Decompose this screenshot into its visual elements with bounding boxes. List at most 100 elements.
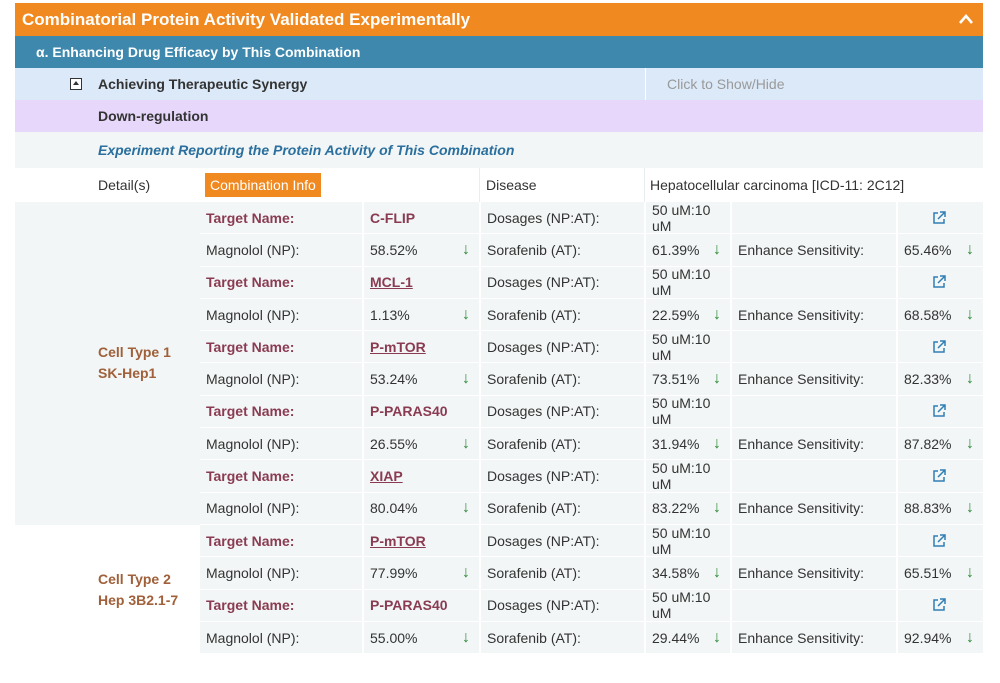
at-label: Sorafenib (AT): (487, 564, 581, 581)
down-arrow-icon: ↓ (966, 499, 974, 517)
enhance-value: 65.46% (904, 241, 952, 258)
target-row: Target Name: MCL-1 Dosages (NP:AT): 50 u… (200, 266, 983, 299)
external-link-icon[interactable] (932, 598, 946, 612)
target-name-label: Target Name: (206, 209, 295, 226)
np-label: Magnolol (NP): (206, 500, 300, 517)
dosage-value: 50 uM:10 uM (652, 395, 711, 428)
regulation-row: Down-regulation (15, 100, 983, 132)
dosage-value: 50 uM:10 uM (652, 266, 711, 299)
down-arrow-icon: ↓ (713, 628, 721, 646)
down-arrow-icon: ↓ (462, 370, 470, 388)
target-name-value[interactable]: MCL-1 (370, 274, 413, 291)
cell-type-name: Cell Type 2 (98, 570, 171, 587)
down-arrow-icon: ↓ (713, 240, 721, 258)
disease-value: Hepatocellular carcinoma [ICD-11: 2C12] (650, 177, 905, 193)
at-label: Sorafenib (AT): (487, 629, 581, 646)
collapse-box-icon[interactable] (70, 78, 82, 90)
experiment-row: Experiment Reporting the Protein Activit… (15, 132, 983, 168)
dosage-value: 50 uM:10 uM (652, 201, 711, 234)
down-arrow-icon: ↓ (462, 434, 470, 452)
down-arrow-icon: ↓ (713, 563, 721, 581)
cell-type-group: Cell Type 1 SK-Hep1 Target Name: C-FLIP D… (15, 202, 983, 525)
at-label: Sorafenib (AT): (487, 435, 581, 452)
details-label: Detail(s) (98, 177, 151, 193)
cell-type-groups: Cell Type 1 SK-Hep1 Target Name: C-FLIP D… (15, 202, 983, 655)
down-arrow-icon: ↓ (966, 563, 974, 581)
dosage-label: Dosages (NP:AT): (487, 338, 600, 355)
activity-row: Magnolol (NP): 77.99% ↓ Sorafenib (AT): 3… (200, 557, 983, 590)
external-link-icon[interactable] (932, 404, 946, 418)
at-value: 31.94% (652, 435, 700, 452)
dosage-value: 50 uM:10 uM (652, 460, 711, 493)
np-value: 80.04% (370, 500, 418, 517)
np-label: Magnolol (NP): (206, 371, 300, 388)
external-link-icon[interactable] (932, 210, 946, 225)
dosage-value: 50 uM:10 uM (652, 330, 711, 363)
dosage-label: Dosages (NP:AT): (487, 274, 600, 291)
synergy-row[interactable]: Achieving Therapeutic Synergy Click to S… (15, 68, 983, 100)
section-title: α. Enhancing Drug Efficacy by This Combi… (36, 44, 361, 60)
np-label: Magnolol (NP): (206, 564, 300, 581)
target-name-value: P-PARAS40 (370, 597, 448, 614)
target-name-value: C-FLIP (370, 209, 416, 226)
external-link-icon[interactable] (932, 275, 946, 289)
np-value: 55.00% (370, 629, 418, 646)
show-hide-toggle[interactable]: Click to Show/Hide (645, 68, 983, 100)
synergy-title: Achieving Therapeutic Synergy (98, 76, 308, 92)
np-value: 53.24% (370, 371, 418, 388)
experiment-title: Experiment Reporting the Protein Activit… (98, 142, 515, 158)
activity-row: Magnolol (NP): 26.55% ↓ Sorafenib (AT): 3… (200, 428, 983, 461)
np-label: Magnolol (NP): (206, 629, 300, 646)
down-arrow-icon: ↓ (966, 628, 974, 646)
target-row: Target Name: P-PARAS40 Dosages (NP:AT): … (200, 589, 983, 622)
enhance-label: Enhance Sensitivity: (738, 564, 865, 581)
dosage-label: Dosages (NP:AT): (487, 468, 600, 485)
target-row: Target Name: C-FLIP Dosages (NP:AT): 50 … (200, 201, 983, 235)
regulation-label: Down-regulation (98, 108, 209, 124)
activity-row: Magnolol (NP): 53.24% ↓ Sorafenib (AT): 7… (200, 363, 983, 396)
down-arrow-icon: ↓ (966, 370, 974, 388)
enhance-label: Enhance Sensitivity: (738, 371, 865, 388)
at-value: 61.39% (652, 241, 700, 258)
at-value: 73.51% (652, 371, 700, 388)
cell-type-label: Cell Type 2 Hep 3B2.1-7 (15, 524, 200, 655)
target-name-value[interactable]: XIAP (370, 468, 403, 485)
down-arrow-icon: ↓ (713, 434, 721, 452)
dosage-label: Dosages (NP:AT): (487, 532, 600, 549)
target-name-label: Target Name: (206, 338, 295, 355)
divider (644, 168, 645, 202)
target-name-label: Target Name: (206, 468, 295, 485)
target-name-value[interactable]: P-mTOR (370, 338, 426, 355)
enhance-value: 87.82% (904, 435, 952, 452)
target-name-value[interactable]: P-mTOR (370, 532, 426, 549)
external-link-icon[interactable] (932, 340, 946, 354)
np-label: Magnolol (NP): (206, 241, 300, 258)
at-label: Sorafenib (AT): (487, 500, 581, 517)
combination-info-button[interactable]: Combination Info (205, 173, 321, 197)
chevron-up-icon[interactable] (956, 9, 976, 30)
enhance-value: 82.33% (904, 371, 952, 388)
target-name-label: Target Name: (206, 532, 295, 549)
target-grid: Target Name: C-FLIP Dosages (NP:AT): 50 … (200, 202, 983, 525)
activity-row: Magnolol (NP): 1.13% ↓ Sorafenib (AT): 22… (200, 298, 983, 332)
at-value: 29.44% (652, 629, 700, 646)
down-arrow-icon: ↓ (462, 628, 470, 646)
target-name-label: Target Name: (206, 403, 295, 420)
np-value: 58.52% (370, 241, 418, 258)
enhance-label: Enhance Sensitivity: (738, 241, 865, 258)
external-link-icon[interactable] (932, 533, 946, 548)
down-arrow-icon: ↓ (713, 370, 721, 388)
dosage-label: Dosages (NP:AT): (487, 403, 600, 420)
enhance-value: 88.83% (904, 500, 952, 517)
target-row: Target Name: P-PARAS40 Dosages (NP:AT): … (200, 395, 983, 429)
enhance-label: Enhance Sensitivity: (738, 306, 865, 323)
down-arrow-icon: ↓ (966, 305, 974, 323)
panel-header[interactable]: Combinatorial Protein Activity Validated… (15, 3, 983, 36)
cell-type-label: Cell Type 1 SK-Hep1 (15, 202, 200, 525)
activity-row: Magnolol (NP): 80.04% ↓ Sorafenib (AT): 8… (200, 492, 983, 525)
enhance-value: 92.94% (904, 629, 952, 646)
external-link-icon[interactable] (932, 469, 946, 483)
enhance-label: Enhance Sensitivity: (738, 435, 865, 452)
details-row: Detail(s) Combination Info Disease Hepat… (15, 168, 983, 202)
down-arrow-icon: ↓ (966, 240, 974, 258)
